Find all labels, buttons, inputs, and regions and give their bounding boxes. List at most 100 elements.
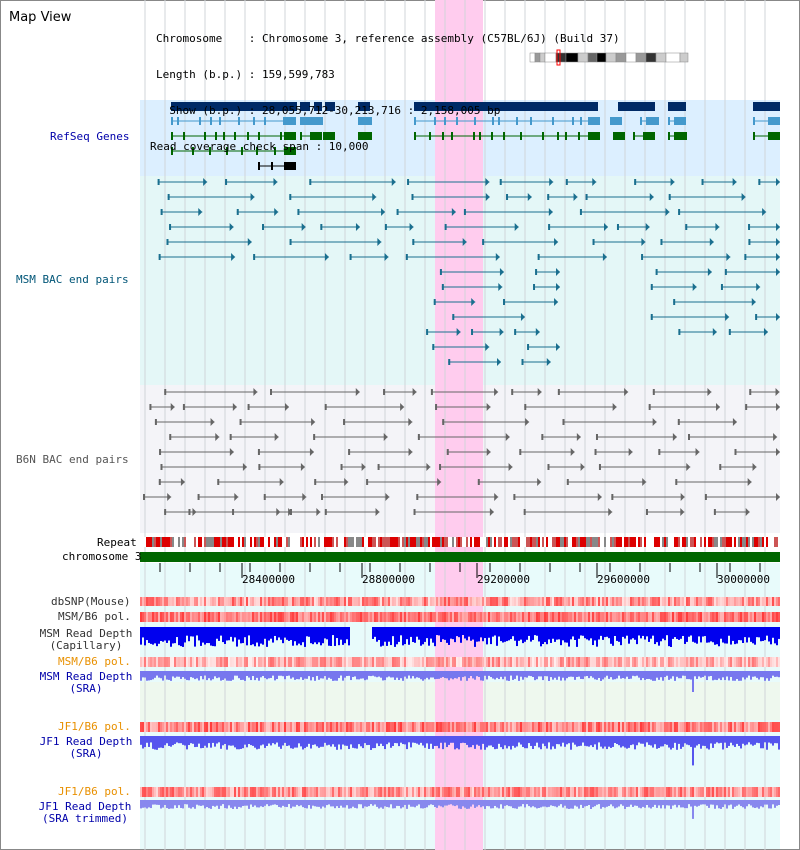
heat-cell xyxy=(242,612,244,622)
gene-exon xyxy=(258,132,260,140)
heat-cell xyxy=(450,597,452,606)
msm-bac-label[interactable]: MSM BAC end pairs xyxy=(16,273,129,286)
depth-bar xyxy=(764,736,766,743)
heat-cell xyxy=(576,787,578,797)
msm-pair-end-arrow xyxy=(556,268,560,276)
depth-bar xyxy=(472,800,474,805)
heat-cell xyxy=(238,597,240,606)
depth-bar xyxy=(690,800,692,807)
depth-bar xyxy=(336,671,338,681)
heat-cell xyxy=(748,722,750,732)
depth-bar xyxy=(194,800,196,809)
depth-bar xyxy=(522,627,524,644)
heat-cell xyxy=(676,722,678,732)
depth-bar xyxy=(706,736,708,749)
repeat-mark xyxy=(364,537,366,547)
depth-bar xyxy=(400,671,402,679)
depth-bar xyxy=(458,800,460,809)
depth-bar xyxy=(250,736,252,746)
b6n-pair-end-arrow xyxy=(608,508,613,516)
heat-cell xyxy=(204,787,206,797)
depth-bar xyxy=(592,671,594,678)
heat-cell xyxy=(180,657,182,667)
depth-bar xyxy=(740,736,742,749)
heat-cell xyxy=(732,597,734,606)
msm-pair-end-arrow xyxy=(709,238,714,246)
depth-bar xyxy=(522,736,524,748)
depth-bar xyxy=(142,627,144,638)
heat-cell xyxy=(432,657,434,667)
heat-cell xyxy=(408,612,410,622)
heat-cell xyxy=(636,722,638,732)
ideogram-band xyxy=(665,52,681,63)
repeat-mark xyxy=(676,537,678,547)
gene-exon xyxy=(284,147,296,155)
depth-bar xyxy=(730,671,732,677)
depth-bar xyxy=(638,671,640,678)
repeat-mark xyxy=(624,537,626,547)
heat-cell xyxy=(408,597,410,606)
heat-cell xyxy=(426,657,428,667)
heat-cell xyxy=(152,612,154,622)
heat-cell xyxy=(320,612,322,622)
depth-bar xyxy=(516,800,518,809)
depth-bar xyxy=(196,800,198,805)
repeat-mark xyxy=(700,537,702,547)
heat-cell xyxy=(728,722,730,732)
depth-bar xyxy=(252,736,254,746)
heat-cell xyxy=(542,612,544,622)
b6n-bac-label[interactable]: B6N BAC end pairs xyxy=(16,453,129,466)
depth-bar xyxy=(198,800,200,806)
depth-bar xyxy=(766,671,768,679)
heat-cell xyxy=(548,597,550,606)
heat-cell xyxy=(768,722,770,732)
heat-cell xyxy=(340,612,342,622)
dbsnp-label: dbSNP(Mouse) xyxy=(51,595,131,608)
heat-cell xyxy=(404,612,406,622)
heat-cell xyxy=(486,657,488,667)
heat-cell xyxy=(210,597,212,606)
depth-bar xyxy=(476,800,478,807)
heat-cell xyxy=(164,597,166,606)
depth-bar xyxy=(506,736,508,749)
depth-bar xyxy=(698,736,700,745)
heat-cell xyxy=(308,657,310,667)
heat-cell xyxy=(392,657,394,667)
repeat-mark xyxy=(714,537,716,547)
heat-cell xyxy=(372,612,374,622)
heat-cell xyxy=(332,597,334,606)
heat-cell xyxy=(584,787,586,797)
depth-bar xyxy=(678,671,680,679)
heat-cell xyxy=(476,657,478,667)
depth-bar xyxy=(730,627,732,645)
heat-cell xyxy=(274,722,276,732)
depth-bar xyxy=(650,627,652,639)
depth-bar xyxy=(324,800,326,808)
depth-bar xyxy=(394,627,396,647)
b6n-pair-end xyxy=(442,419,445,425)
repeat-mark xyxy=(308,537,310,547)
heat-cell xyxy=(360,612,362,622)
depth-bar xyxy=(264,736,266,748)
repeat-mark xyxy=(342,537,344,547)
depth-bar xyxy=(288,627,290,641)
heat-cell xyxy=(714,612,716,622)
repeat-mark xyxy=(234,537,236,547)
depth-bar xyxy=(424,800,426,808)
depth-bar xyxy=(594,736,596,745)
refseq-genes-label[interactable]: RefSeq Genes xyxy=(50,130,130,143)
heat-cell xyxy=(610,657,612,667)
repeat-mark xyxy=(554,537,556,547)
b6n-pair-end xyxy=(159,449,162,455)
heat-cell xyxy=(614,597,616,606)
heat-cell xyxy=(594,722,596,732)
heat-cell xyxy=(424,722,426,732)
depth-bar xyxy=(476,627,478,642)
gene-exon xyxy=(643,132,655,140)
depth-bar xyxy=(310,736,312,749)
heat-cell xyxy=(740,787,742,797)
depth-bar xyxy=(620,736,622,748)
depth-bar xyxy=(194,671,196,680)
depth-bar xyxy=(238,627,240,640)
